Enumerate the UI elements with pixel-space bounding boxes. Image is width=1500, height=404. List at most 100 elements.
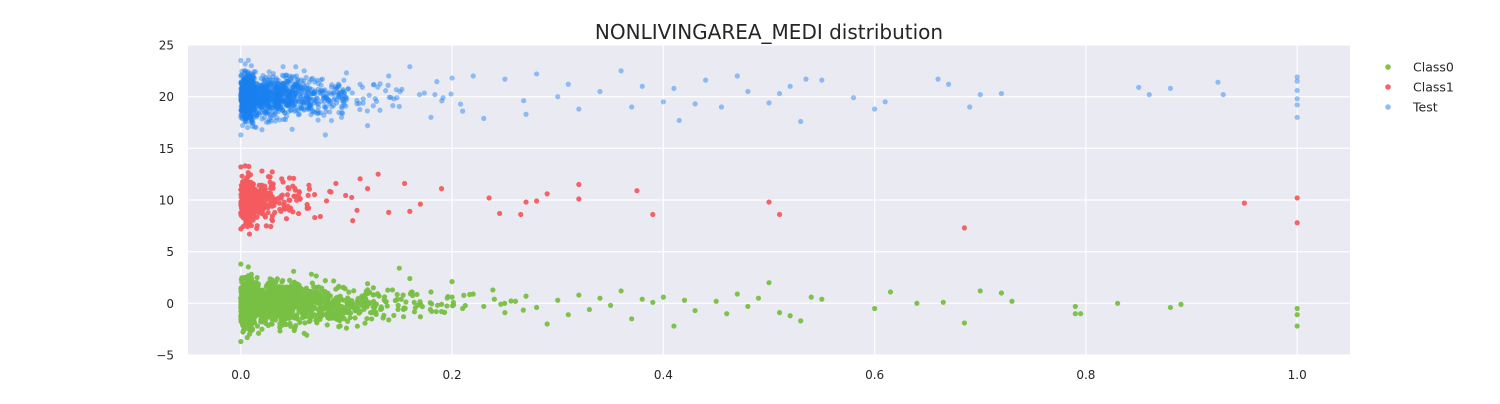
data-point (262, 94, 269, 100)
data-point (250, 91, 256, 97)
data-point (247, 104, 253, 110)
data-point (244, 87, 250, 93)
data-point (250, 100, 256, 106)
data-point (246, 85, 253, 91)
data-point (255, 88, 261, 95)
data-point (248, 87, 255, 93)
data-point (239, 84, 245, 91)
data-point (241, 113, 247, 119)
data-point (249, 101, 255, 107)
series-class0 (238, 261, 1300, 345)
data-point (338, 114, 345, 120)
data-point (249, 82, 255, 88)
data-point (755, 295, 762, 301)
legend-marker-class0 (1385, 64, 1391, 70)
data-point (265, 85, 271, 91)
data-point (312, 214, 318, 221)
data-point (440, 95, 446, 101)
data-point (238, 90, 245, 96)
data-point (244, 94, 251, 100)
data-point (246, 72, 253, 78)
data-point (1294, 312, 1300, 318)
data-point (244, 86, 250, 92)
data-point (403, 299, 409, 305)
data-point (246, 93, 253, 99)
data-point (250, 94, 256, 100)
data-point (241, 98, 247, 104)
data-point (518, 211, 524, 218)
data-point (291, 74, 297, 80)
data-point (278, 98, 284, 104)
data-point (703, 77, 709, 83)
data-point (241, 94, 247, 100)
data-point (341, 90, 347, 96)
data-point (318, 88, 324, 94)
data-point (349, 298, 355, 304)
data-point (277, 288, 283, 294)
data-point (887, 289, 894, 295)
data-point (273, 77, 280, 83)
data-point (244, 101, 250, 107)
data-point (278, 94, 284, 100)
data-point (261, 92, 267, 98)
data-point (255, 85, 262, 91)
series-test (238, 57, 1300, 138)
data-point (249, 94, 255, 101)
data-point (247, 80, 253, 86)
data-point (450, 302, 457, 308)
data-point (300, 85, 306, 91)
data-point (395, 302, 401, 308)
data-point (241, 90, 247, 96)
data-point (328, 117, 335, 124)
data-point (242, 76, 248, 82)
data-point (377, 107, 383, 113)
data-points (238, 57, 1300, 345)
data-point (298, 91, 304, 97)
data-point (273, 104, 279, 110)
data-point (247, 75, 253, 81)
data-point (283, 72, 289, 78)
data-point (245, 170, 251, 176)
data-point (307, 103, 313, 109)
data-point (304, 82, 310, 89)
data-point (269, 87, 275, 94)
data-point (242, 98, 248, 104)
data-point (295, 107, 301, 113)
data-point (268, 183, 274, 189)
data-point (438, 309, 445, 315)
data-point (293, 73, 300, 79)
data-point (243, 97, 250, 103)
data-point (261, 77, 267, 83)
data-point (241, 95, 247, 101)
data-point (308, 90, 314, 97)
data-point (301, 96, 307, 102)
data-point (240, 87, 246, 93)
data-point (256, 97, 262, 103)
data-point (241, 83, 248, 89)
data-point (340, 311, 346, 318)
data-point (275, 84, 281, 90)
data-point (295, 84, 302, 90)
data-point (597, 295, 603, 301)
data-point (249, 109, 256, 115)
data-point (247, 97, 253, 104)
data-point (243, 83, 249, 89)
data-point (238, 97, 244, 103)
data-point (289, 88, 295, 95)
data-point (266, 89, 272, 95)
data-point (305, 106, 311, 113)
data-point (639, 296, 645, 302)
data-point (321, 88, 327, 94)
data-point (270, 79, 276, 85)
data-point (325, 302, 332, 308)
data-point (242, 98, 249, 105)
data-point (245, 99, 251, 105)
data-point (244, 96, 250, 102)
data-point (241, 92, 248, 98)
data-point (240, 92, 246, 98)
data-point (239, 98, 245, 104)
data-point (248, 63, 254, 69)
data-point (434, 79, 440, 85)
data-point (270, 70, 276, 77)
y-tick-label: 0 (166, 297, 174, 311)
